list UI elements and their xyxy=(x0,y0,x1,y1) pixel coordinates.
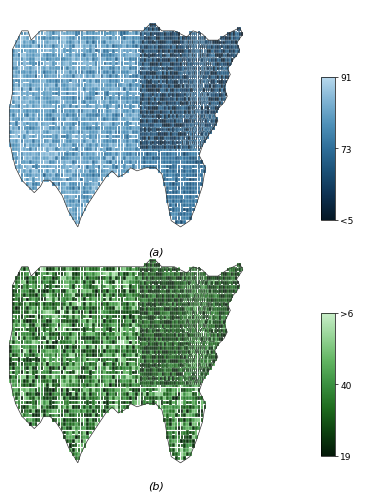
Text: (a): (a) xyxy=(148,246,164,257)
Text: (b): (b) xyxy=(148,481,164,491)
